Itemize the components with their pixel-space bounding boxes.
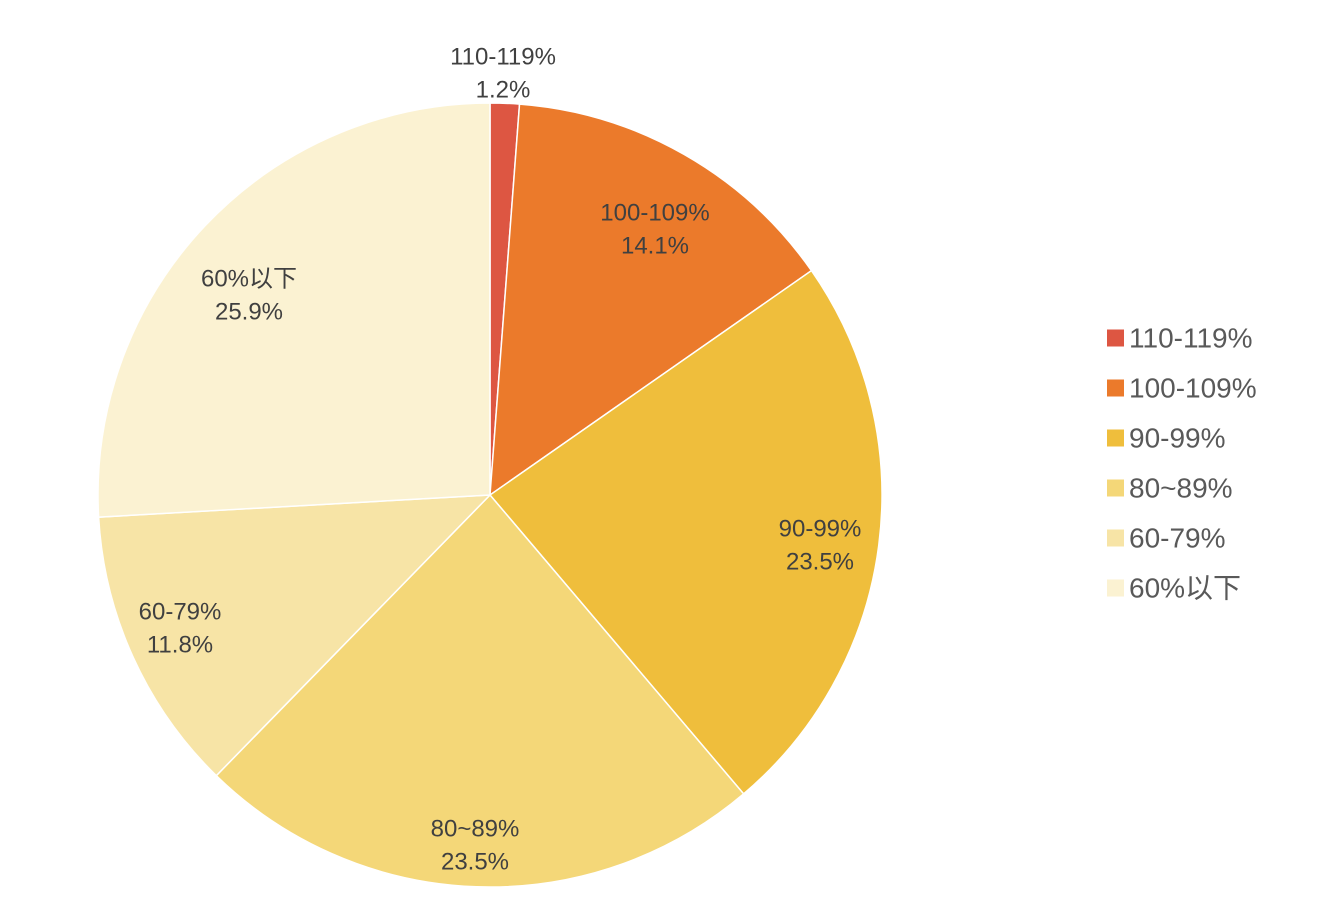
legend: 110-119% 100-109% 90-99% 80~89% 60-79% 60%以下 [1107,323,1257,604]
legend-label: 110-119% [1129,323,1253,354]
slice-label-category: 90-99% [779,516,862,543]
slice-label-category: 100-109% [600,200,709,227]
slice-label-value: 11.8% [147,632,213,659]
slice-label-value: 23.5% [441,849,509,876]
legend-swatch [1107,329,1124,347]
slice-label-value: 1.2% [476,77,531,104]
legend-label: 80~89% [1129,473,1233,504]
pie-slice-3 [488,269,883,795]
pie-slice-2 [489,103,813,497]
slice-label-value: 23.5% [786,549,854,576]
legend-label: 60-79% [1129,523,1226,554]
pie-slices [97,102,883,888]
slice-labels: 110-119% 1.2% 100-109% 14.1% 90-99% 23.5% 80~8… [139,44,862,876]
pie-slice-4 [215,493,745,888]
legend-swatch [1107,479,1124,497]
legend-label: 90-99% [1129,423,1226,454]
slice-label-category: 60-79% [139,599,222,626]
pie-slice-6 [97,102,491,518]
legend-label: 100-109% [1129,373,1257,404]
pie-slice-5 [97,494,492,777]
legend-swatch [1107,429,1124,447]
legend-swatch [1107,379,1124,397]
legend-swatch [1107,579,1124,597]
legend-swatch [1107,529,1124,547]
slice-label-value: 14.1% [621,233,689,260]
slice-label-category: 60%以下 [201,266,297,293]
slice-label-value: 25.9% [215,299,283,326]
slice-label-category: 110-119% [450,44,556,71]
legend-label: 60%以下 [1129,573,1241,604]
slice-label-category: 80~89% [431,816,520,843]
